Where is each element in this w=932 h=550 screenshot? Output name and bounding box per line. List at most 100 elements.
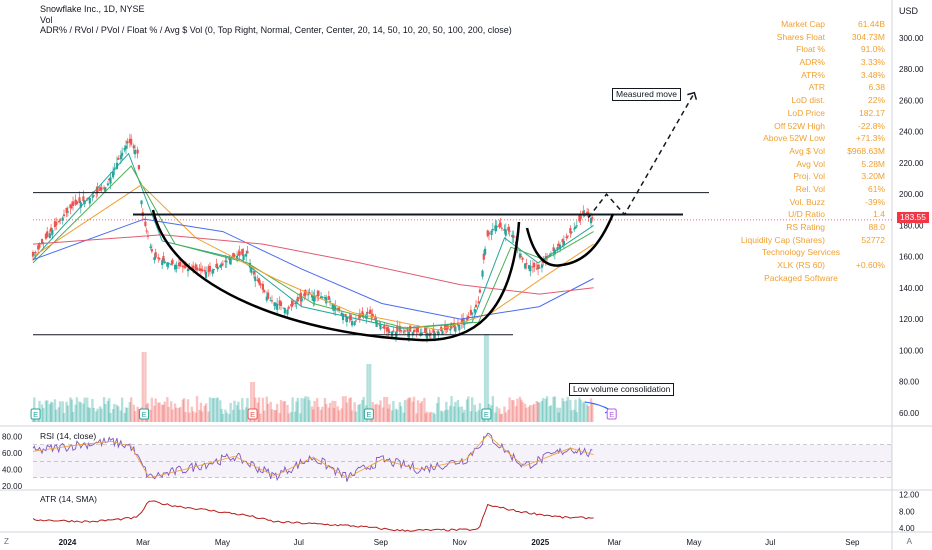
candle-body [82,196,85,202]
candle-body [503,229,506,231]
candle-body [175,265,178,269]
ma-line-ma20 [32,165,594,329]
volume-bar [207,411,210,422]
volume-bar [582,402,585,422]
volume-bar [154,398,157,422]
volume-bar [325,403,328,422]
volume-bar [319,409,323,422]
volume-bar [88,407,92,422]
volume-bar [256,402,259,422]
atr-label[interactable]: ATR (14, SMA) [40,494,97,504]
volume-bar [585,404,589,422]
auto-scale-button[interactable]: A [906,537,912,546]
currency-label[interactable]: USD [898,6,918,16]
stats-row: Packaged Software [725,272,885,285]
candle-body [232,253,235,258]
stats-label: RS Rating [786,222,825,232]
volume-bar [171,409,174,422]
candle-body [216,266,219,270]
candle-body [201,268,204,272]
candle-body [527,265,531,269]
volume-bar [133,411,137,422]
volume-bar [532,403,536,422]
zoom-button[interactable]: Z [4,537,9,546]
volume-bar [529,405,532,422]
candle-body [282,307,285,309]
volume-bar [173,403,177,422]
volume-bar [331,400,334,422]
indicator-settings[interactable]: ADR% / RVol / PVol / Float % / Avg $ Vol… [40,25,512,35]
candle-body [276,303,279,310]
volume-bar [166,397,169,422]
candle-body [183,266,186,268]
candle-body [132,145,135,149]
volume-bar [328,402,332,422]
volume-bar [573,409,576,422]
candle-body [591,217,594,219]
candle-body [130,138,133,145]
volume-bar [65,401,68,422]
stats-value: 182.17 [859,107,885,118]
volume-bar [132,404,135,422]
candle-body [153,257,156,261]
candle-body [140,200,143,205]
candle-body [79,202,82,208]
candle-body [88,197,91,204]
volume-bar [228,413,231,422]
candle-body [325,297,328,304]
candle-body [511,234,514,237]
volume-bar [149,409,152,422]
candle-body [392,330,395,332]
x-tick-label: Mar [608,538,622,547]
volume-bar [137,408,141,422]
candle-body [269,300,272,302]
low-volume-label[interactable]: Low volume consolidation [569,383,675,396]
candle-body [171,259,174,265]
candle-body [412,329,416,333]
earnings-marker-icon [30,408,41,420]
candle-body [340,312,343,316]
volume-bar [273,409,276,422]
volume-bar [358,403,362,422]
stats-row: Avg $ Vol $968.63M [725,145,885,158]
candle-body [381,327,385,329]
volume-bar [75,397,79,422]
rsi-label[interactable]: RSI (14, close) [40,431,97,441]
candle-body [31,251,35,257]
candle-body [274,303,277,305]
volume-bar [216,397,219,422]
candle-body [484,248,487,255]
stats-row: RS Rating 88.0 [725,221,885,234]
stats-label: Float % [796,44,825,55]
measured-move-label[interactable]: Measured move [612,88,681,101]
candle-body [62,214,66,217]
earnings-marker-label: E [484,410,489,419]
x-tick-label: 2025 [531,538,549,547]
candle-body [423,331,426,333]
arrow-head-icon [687,91,698,100]
stats-table: Market Cap 61.44B Shares Float 304.73M Float… [725,18,885,284]
candle-body [219,265,222,268]
volume-bar [407,397,411,422]
candle-body [204,271,208,278]
volume-bar [188,412,191,422]
volume-bar [113,403,116,422]
candle-body [369,309,372,315]
volume-bar [203,405,206,422]
volume-bar [312,409,315,422]
candle-body [78,197,81,203]
volume-bar [279,400,283,422]
volume-bar [463,409,466,422]
rsi-tick-label: 60.00 [2,449,23,458]
candle-body [400,330,403,332]
candle-body [145,230,148,232]
volume-bar [179,406,182,422]
volume-bar [344,396,347,422]
volume-bar [420,400,424,422]
volume-bar [69,397,72,422]
volume-bar [483,334,487,422]
volume-bar [119,410,123,422]
volume-bar [349,397,352,422]
volume-bar [406,399,409,422]
